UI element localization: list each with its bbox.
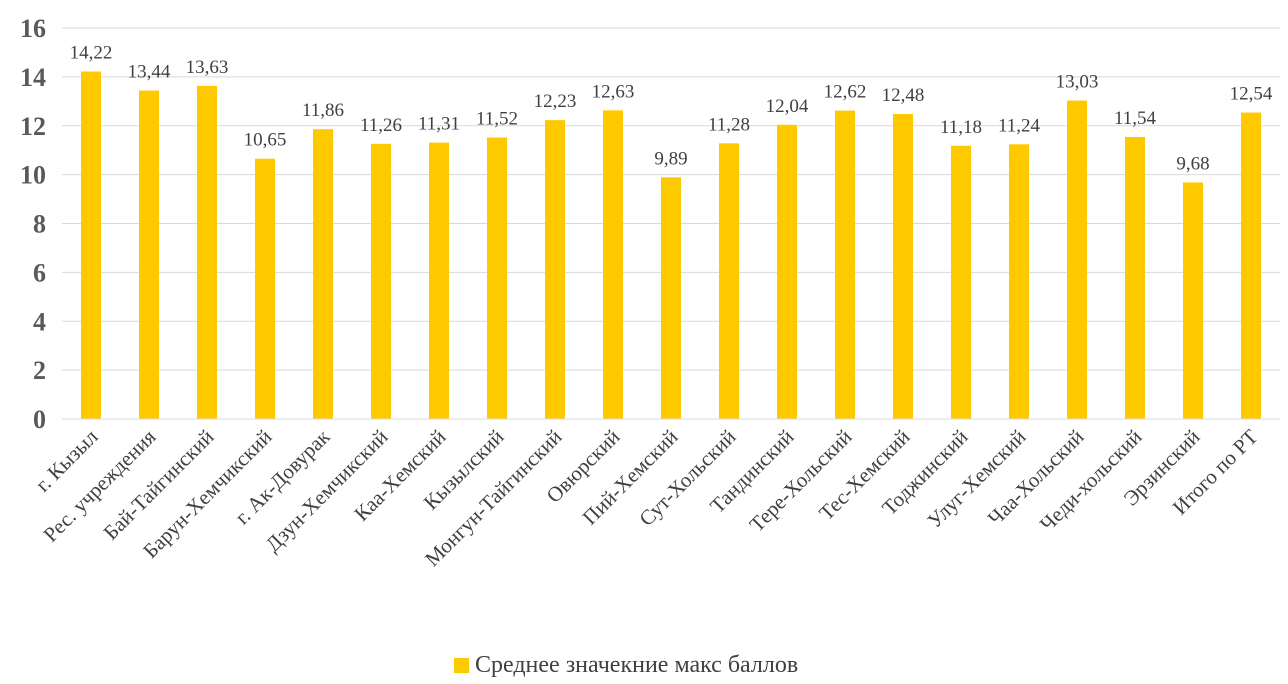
x-tick-label: Чеди-хольский: [1035, 425, 1146, 536]
data-label: 11,54: [1114, 108, 1157, 129]
bar: [1125, 136, 1145, 419]
data-labels: 14,22 13,44 13,63 10,65 11,86 11,26 11,31 11,52…: [70, 42, 1273, 174]
bar: [255, 158, 275, 419]
y-axis-ticks: 0 2 4 6 8 10 12 14 16: [20, 14, 46, 434]
data-label: 10,65: [244, 130, 287, 151]
bar: [139, 90, 159, 419]
bar: [1009, 144, 1029, 419]
data-label: 12,63: [592, 81, 635, 102]
data-label: 12,54: [1230, 84, 1273, 105]
data-label: 11,28: [708, 114, 750, 135]
y-tick-label: 2: [33, 356, 46, 385]
bar: [1183, 182, 1203, 419]
legend-swatch: [454, 658, 469, 673]
bars: [81, 71, 1261, 420]
y-tick-label: 6: [33, 258, 46, 287]
bar: [371, 143, 391, 420]
data-label: 11,18: [940, 117, 982, 138]
data-label: 12,04: [766, 96, 809, 117]
bar: [835, 110, 855, 419]
bar: [1241, 112, 1261, 420]
data-label: 9,68: [1176, 153, 1209, 174]
data-label: 12,23: [534, 91, 577, 112]
data-label: 13,44: [128, 62, 171, 83]
bar: [603, 110, 623, 420]
bar: [313, 129, 333, 419]
y-tick-label: 12: [20, 112, 46, 141]
data-label: 13,63: [186, 57, 229, 78]
bar: [661, 177, 681, 419]
data-label: 12,62: [824, 82, 867, 103]
data-label: 11,31: [418, 114, 460, 135]
bar: [1067, 100, 1087, 419]
bar: [893, 114, 913, 420]
data-label: 13,03: [1056, 72, 1099, 93]
bar: [81, 71, 101, 419]
data-label: 12,48: [882, 85, 925, 106]
y-tick-label: 0: [33, 405, 46, 434]
y-tick-label: 16: [20, 14, 46, 43]
y-tick-label: 4: [33, 307, 46, 336]
y-tick-label: 14: [20, 63, 46, 92]
bar: [545, 120, 565, 420]
data-label: 9,89: [654, 148, 687, 169]
bar: [777, 124, 797, 420]
data-label: 14,22: [70, 42, 113, 63]
bar: [951, 145, 971, 419]
bar: [429, 142, 449, 419]
bar: [487, 137, 507, 420]
legend-label: Среднее значекние макс баллов: [475, 652, 798, 678]
y-tick-label: 8: [33, 210, 46, 239]
x-tick-label: Тере-Хольский: [745, 425, 857, 537]
data-label: 11,52: [476, 108, 518, 129]
legend: Среднее значекние макс баллов: [454, 652, 798, 678]
bar: [719, 143, 739, 419]
data-label: 11,26: [360, 115, 402, 136]
y-tick-label: 10: [20, 161, 46, 190]
bar: [197, 85, 217, 420]
data-label: 11,86: [302, 100, 344, 121]
data-label: 11,24: [998, 115, 1041, 136]
